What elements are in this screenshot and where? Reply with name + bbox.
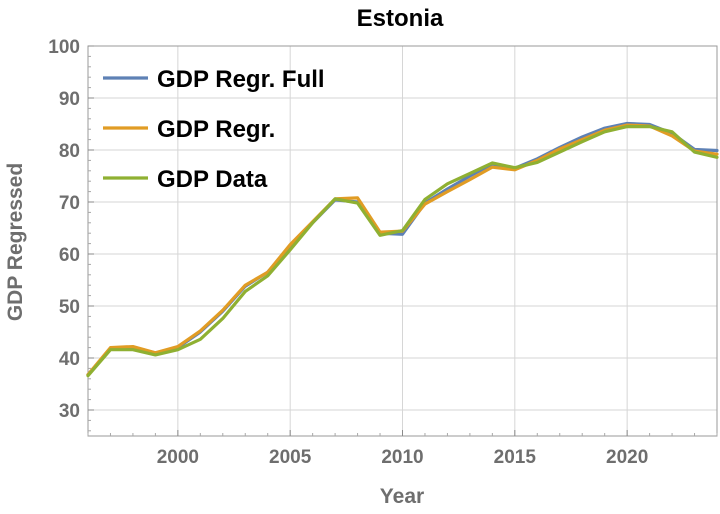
y-tick-label: 90	[59, 89, 80, 110]
series-line-3	[86, 124, 719, 378]
x-axis-title: Year	[380, 485, 424, 508]
legend-label: GDP Data	[157, 166, 268, 193]
legend-label: GDP Regr.	[157, 116, 275, 143]
x-tick-label: 2020	[606, 447, 648, 468]
y-tick-label: 100	[48, 37, 80, 58]
y-tick-label: 40	[59, 349, 80, 370]
series-lines	[86, 121, 719, 378]
x-tick-label: 2000	[157, 447, 199, 468]
grid-lines	[88, 45, 717, 436]
axis-ticks: 2000 2005 2010 2015 2020 30 40 50 60 70 80 90 100	[48, 37, 718, 468]
chart-title: Estonia	[357, 5, 444, 32]
y-axis-title: GDP Regressed	[4, 163, 27, 321]
y-tick-label: 70	[59, 193, 80, 214]
y-tick-label: 30	[59, 401, 80, 422]
y-tick-label: 60	[59, 245, 80, 266]
y-tick-label: 50	[59, 297, 80, 318]
x-tick-label: 2010	[381, 447, 423, 468]
x-tick-label: 2005	[269, 447, 312, 468]
x-tick-label: 2015	[494, 447, 537, 468]
y-tick-label: 80	[59, 141, 80, 162]
legend-label: GDP Regr. Full	[157, 66, 325, 93]
legend: GDP Regr. Full GDP Regr. GDP Data	[103, 66, 325, 193]
